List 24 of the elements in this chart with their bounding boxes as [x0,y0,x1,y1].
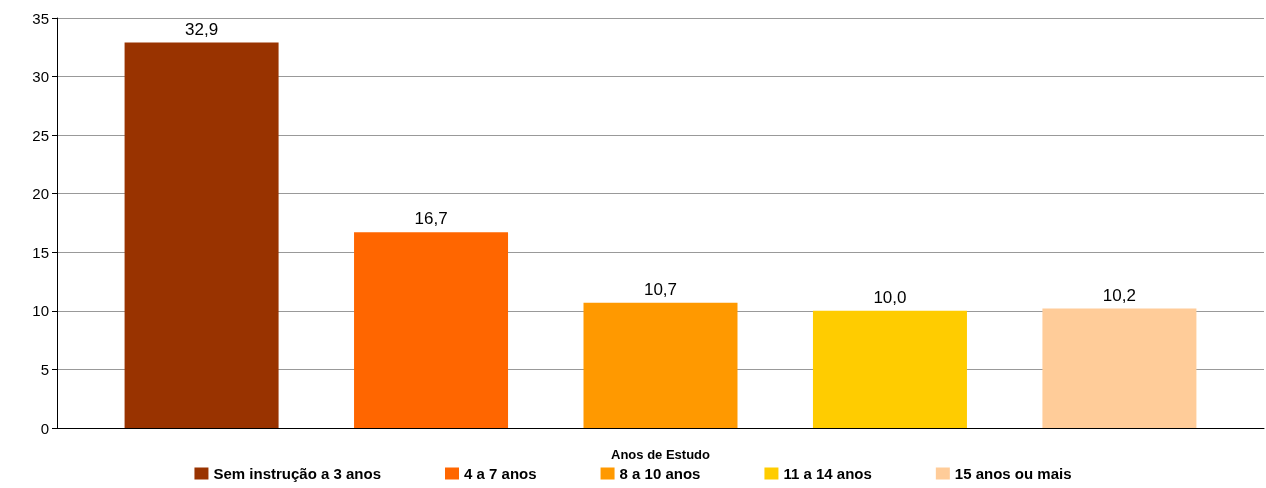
legend-label: 4 a 7 anos [464,465,537,482]
y-tick-label: 5 [40,360,49,378]
legend-label: 8 a 10 anos [619,465,701,482]
data-label: 10,7 [643,279,678,299]
legend-label: 15 anos ou mais [954,465,1072,482]
data-label: 10,0 [873,287,907,307]
bar [812,310,967,428]
data-label: 32,9 [185,19,219,39]
y-tick-label: 15 [32,243,49,261]
y-tick-label: 35 [32,9,49,27]
bar [124,42,279,428]
legend-label: Sem instrução a 3 anos [213,465,382,482]
y-tick-label: 10 [32,302,49,320]
legend-label: 11 a 14 anos [783,465,872,482]
y-tick-label: 20 [32,185,49,203]
data-label: 10,2 [1102,285,1136,305]
bar [1042,308,1197,428]
x-axis-title: Anos de Estudo [611,447,711,462]
y-tick-label: 30 [32,68,49,86]
data-label: 16,7 [414,209,448,229]
bar [354,232,509,428]
bar [583,302,738,428]
y-tick-label: 0 [40,419,49,437]
y-tick-label: 25 [32,126,49,144]
